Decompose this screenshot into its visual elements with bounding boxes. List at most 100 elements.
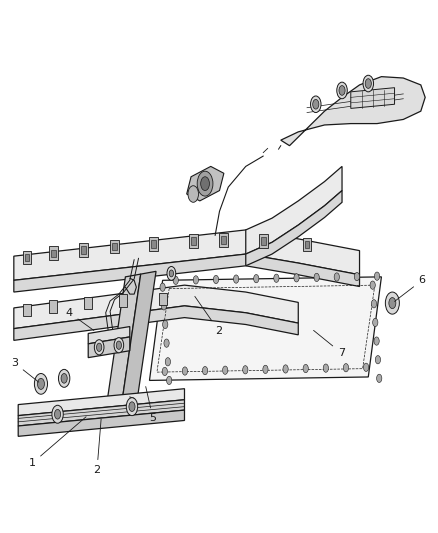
Circle shape	[182, 367, 187, 375]
Circle shape	[273, 274, 279, 282]
Polygon shape	[188, 234, 197, 248]
Circle shape	[333, 273, 339, 281]
Text: 3: 3	[11, 358, 39, 382]
Circle shape	[52, 405, 63, 423]
Polygon shape	[14, 230, 359, 280]
Polygon shape	[110, 239, 119, 253]
Polygon shape	[121, 271, 155, 408]
Circle shape	[166, 266, 175, 280]
Circle shape	[197, 171, 212, 196]
Text: 6: 6	[394, 276, 425, 301]
Circle shape	[312, 100, 318, 109]
Polygon shape	[304, 240, 309, 248]
Circle shape	[161, 302, 166, 310]
Circle shape	[242, 366, 247, 374]
Circle shape	[162, 367, 167, 376]
Polygon shape	[88, 327, 130, 344]
Circle shape	[371, 300, 376, 308]
Circle shape	[364, 79, 371, 88]
Circle shape	[374, 356, 380, 364]
Polygon shape	[106, 274, 141, 411]
Polygon shape	[22, 251, 31, 264]
Circle shape	[302, 365, 307, 373]
Circle shape	[114, 337, 124, 353]
Circle shape	[166, 376, 171, 384]
Circle shape	[369, 281, 374, 289]
Polygon shape	[158, 293, 166, 305]
Polygon shape	[260, 237, 265, 245]
Circle shape	[165, 358, 170, 366]
Circle shape	[162, 320, 167, 329]
Text: 2: 2	[93, 419, 101, 475]
Text: 1: 1	[28, 417, 86, 469]
Text: 4: 4	[66, 308, 94, 330]
Polygon shape	[302, 238, 311, 252]
Circle shape	[159, 283, 165, 292]
Polygon shape	[81, 246, 86, 254]
Polygon shape	[49, 246, 57, 260]
Circle shape	[283, 365, 288, 373]
Polygon shape	[112, 243, 117, 251]
Circle shape	[262, 365, 268, 374]
Polygon shape	[350, 88, 394, 108]
Circle shape	[200, 177, 209, 191]
Polygon shape	[14, 306, 297, 341]
Circle shape	[374, 272, 379, 280]
Polygon shape	[23, 304, 31, 316]
Polygon shape	[18, 389, 184, 416]
Circle shape	[310, 96, 320, 112]
Polygon shape	[14, 254, 359, 292]
Circle shape	[372, 318, 377, 327]
Circle shape	[363, 363, 368, 372]
Polygon shape	[245, 191, 341, 266]
Circle shape	[126, 398, 138, 416]
Polygon shape	[191, 237, 195, 245]
Polygon shape	[88, 337, 130, 358]
Circle shape	[173, 276, 178, 285]
Circle shape	[385, 292, 399, 314]
Circle shape	[94, 340, 104, 355]
Circle shape	[163, 339, 169, 348]
Circle shape	[169, 270, 173, 277]
Circle shape	[58, 369, 70, 387]
Circle shape	[54, 409, 60, 419]
Polygon shape	[51, 249, 56, 257]
Circle shape	[222, 366, 227, 374]
Circle shape	[376, 374, 381, 383]
Circle shape	[353, 272, 359, 281]
Circle shape	[116, 341, 121, 349]
Circle shape	[362, 75, 373, 92]
Text: 5: 5	[145, 386, 156, 423]
Circle shape	[37, 378, 44, 390]
Circle shape	[202, 367, 207, 375]
Polygon shape	[18, 410, 184, 437]
Circle shape	[187, 185, 198, 203]
Circle shape	[313, 273, 318, 281]
Circle shape	[96, 343, 102, 351]
Circle shape	[343, 364, 348, 372]
Circle shape	[34, 374, 47, 394]
Circle shape	[213, 276, 218, 284]
Text: 7: 7	[313, 330, 344, 358]
Polygon shape	[79, 243, 88, 257]
Circle shape	[233, 275, 238, 283]
Polygon shape	[219, 233, 228, 247]
Polygon shape	[258, 234, 267, 248]
Circle shape	[193, 276, 198, 284]
Circle shape	[129, 402, 135, 411]
Polygon shape	[149, 277, 381, 381]
Polygon shape	[84, 297, 92, 309]
Polygon shape	[18, 400, 184, 426]
Circle shape	[336, 82, 346, 99]
Circle shape	[293, 273, 298, 282]
Circle shape	[322, 364, 328, 372]
Polygon shape	[221, 237, 226, 244]
Polygon shape	[119, 294, 127, 306]
Polygon shape	[186, 166, 223, 201]
Polygon shape	[25, 254, 29, 261]
Polygon shape	[245, 166, 341, 254]
Text: 2: 2	[194, 296, 222, 336]
Circle shape	[373, 337, 378, 345]
Circle shape	[61, 374, 67, 383]
Polygon shape	[49, 300, 57, 313]
